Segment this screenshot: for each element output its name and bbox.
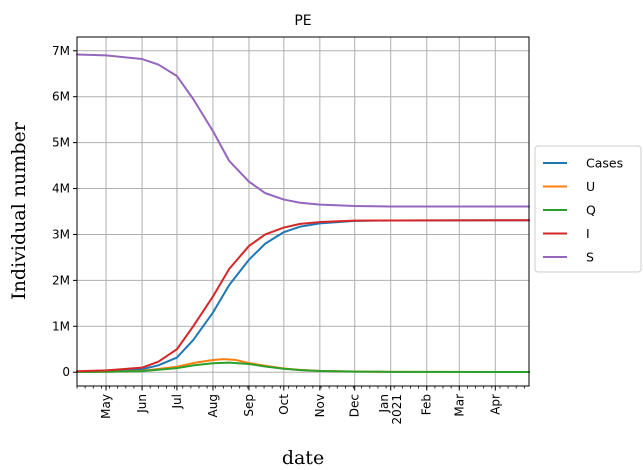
x-tick-label: Jul: [170, 394, 184, 409]
y-tick-label: 7M: [52, 44, 70, 58]
legend-label: I: [586, 226, 590, 241]
x-tick-label: Sep: [242, 394, 256, 417]
x-tick-label: May: [99, 394, 113, 419]
x-tick-label-line: 2021: [390, 394, 404, 425]
x-tick-label: Oct: [277, 394, 291, 415]
x-tick-label: Jun: [135, 394, 149, 414]
y-tick-label: 1M: [52, 319, 70, 333]
x-axis-ticks: May Jun Jul Aug Sep Oct Nov Dec Jan2021 Feb Mar Apr: [76, 386, 525, 425]
x-tick-label: Dec: [348, 394, 362, 417]
y-tick-label: 4M: [52, 182, 70, 196]
x-axis-label: date: [282, 447, 324, 469]
series-line-s: [76, 53, 530, 208]
y-tick-label: 0: [62, 365, 70, 379]
series-line-i: [76, 219, 530, 373]
x-tick-label: Nov: [313, 394, 327, 417]
x-tick-label: Jan2021: [377, 394, 404, 425]
x-tick-label: Mar: [452, 394, 466, 417]
y-axis-label: Individual number: [8, 121, 30, 300]
plot-frame: [76, 36, 530, 387]
grid: [77, 37, 529, 386]
series-line-q: [76, 361, 530, 373]
legend-label: Cases: [586, 156, 623, 171]
chart-title: PE: [294, 13, 311, 29]
legend-label: Q: [586, 203, 596, 218]
x-tick-label: Feb: [420, 394, 434, 415]
y-tick-label: 6M: [52, 90, 70, 104]
y-axis-ticks: 0 1M 2M 3M 4M 5M 6M 7M: [52, 44, 77, 379]
legend-label: S: [586, 250, 594, 265]
x-tick-label: Apr: [488, 394, 502, 415]
series-lines: [76, 53, 530, 373]
x-tick-label: Aug: [206, 394, 220, 417]
y-tick-label: 2M: [52, 273, 70, 287]
legend-label: U: [586, 179, 595, 194]
y-tick-label: 5M: [52, 136, 70, 150]
legend-box: [534, 145, 642, 273]
y-tick-label: 3M: [52, 227, 70, 241]
x-tick-label-line: Jan: [377, 394, 391, 414]
